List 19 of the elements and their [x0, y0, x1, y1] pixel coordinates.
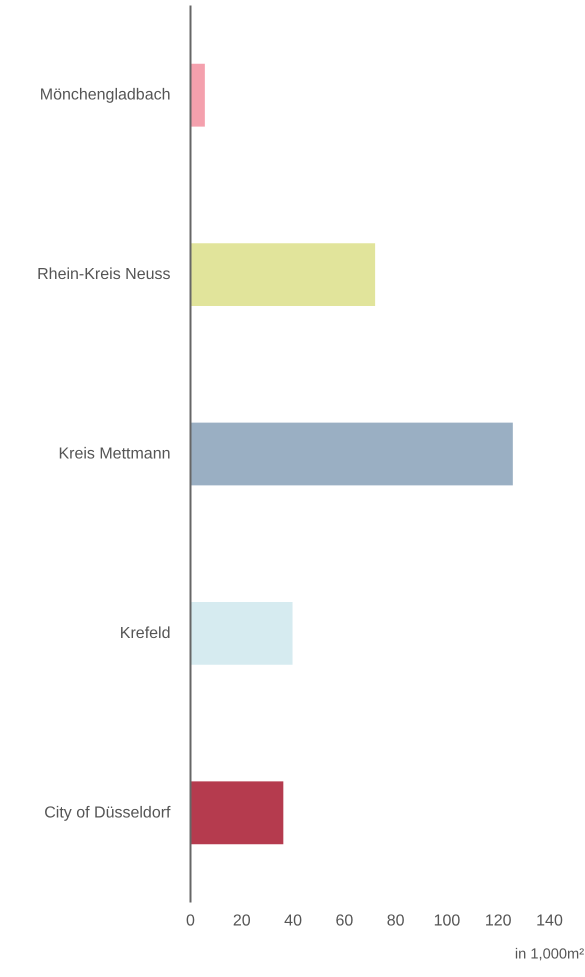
x-tick-label: 40 [284, 912, 302, 930]
bar [190, 243, 376, 306]
bar [190, 64, 205, 127]
y-tick-label: Rhein-Kreis Neuss [37, 266, 171, 284]
y-tick-label: Krefeld [120, 624, 171, 642]
x-tick-label: 100 [434, 912, 460, 930]
bar [190, 781, 284, 844]
y-tick-label: Kreis Mettmann [58, 446, 171, 462]
x-tick-label: 80 [386, 912, 405, 930]
y-tick-label: City of Düsseldorf [44, 804, 172, 822]
y-tick-label: Mönchengladbach [40, 86, 170, 104]
bar [190, 422, 513, 486]
x-tick-label: 140 [536, 912, 563, 930]
x-tick-label: 20 [232, 912, 251, 930]
x-axis-title: in 1,000m² [514, 946, 584, 962]
x-tick-label: 60 [335, 912, 354, 930]
bar [190, 602, 293, 665]
x-tick-label: 0 [186, 912, 196, 930]
x-tick-label: 120 [484, 912, 512, 930]
